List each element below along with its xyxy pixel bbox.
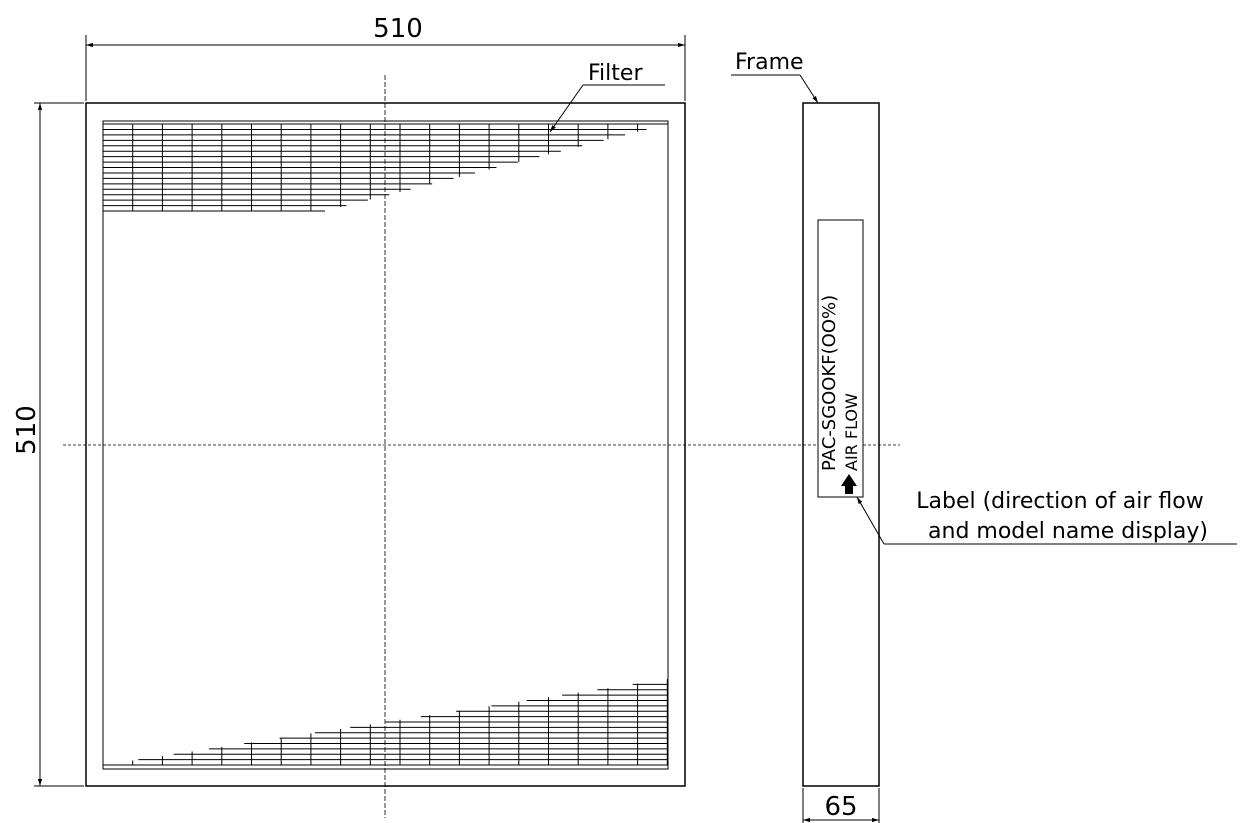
frame-leader: [731, 74, 819, 104]
front-view: [85, 102, 686, 787]
width-dimension: [85, 35, 686, 101]
label-callout-line2: and model name display): [928, 519, 1208, 544]
side-frame: [802, 102, 880, 787]
filter-mesh-top: [102, 123, 668, 212]
height-dimension: [34, 102, 84, 787]
width-dimension-text: 510: [373, 14, 423, 44]
side-label-model: PAC-SGOOKF(OO%): [819, 295, 840, 471]
label-leader: [856, 496, 1237, 545]
filter-leader: [549, 84, 665, 133]
side-label-box: [817, 219, 864, 498]
filter-mesh-bottom: [103, 679, 668, 766]
label-callout-line1: Label (direction of air flow: [916, 489, 1203, 514]
depth-dimension: [802, 788, 880, 823]
outer-frame: [85, 102, 686, 787]
depth-dimension-text: 65: [824, 792, 857, 822]
air-flow-arrow-icon: [841, 474, 857, 494]
filter-label: Filter: [588, 61, 643, 86]
frame-label: Frame: [735, 50, 804, 75]
side-label-air-flow: AIR FLOW: [842, 393, 861, 471]
height-dimension-text: 510: [12, 405, 42, 455]
